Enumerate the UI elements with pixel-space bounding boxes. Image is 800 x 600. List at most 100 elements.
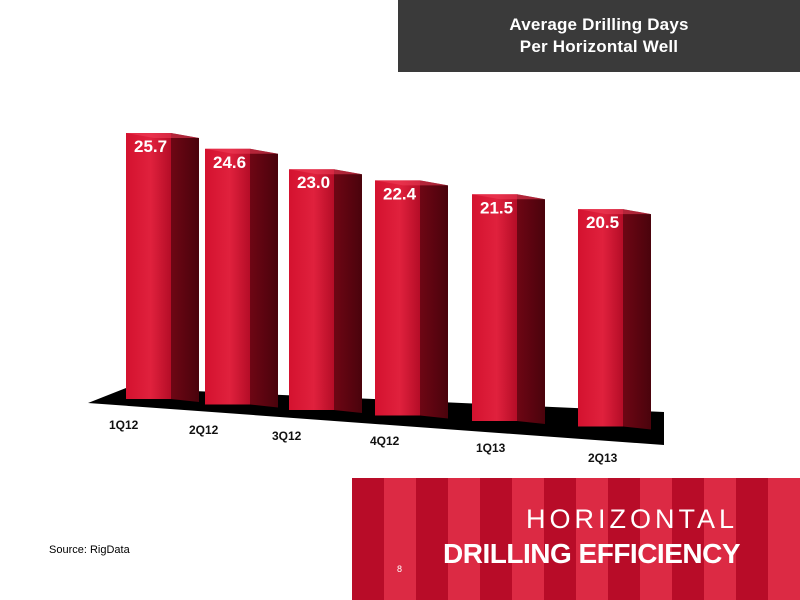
banner-tile	[448, 553, 480, 581]
data-label: 20.5	[586, 213, 619, 232]
banner-tile	[448, 478, 480, 506]
banner-tile	[544, 528, 576, 556]
bar-top	[375, 180, 448, 186]
banner-tile	[352, 478, 384, 506]
banner-tile	[768, 528, 800, 556]
bar-side	[623, 209, 651, 430]
banner-tile	[480, 478, 512, 506]
banner-tile	[640, 478, 672, 506]
banner-tile	[704, 528, 736, 556]
banner-tile	[416, 578, 448, 600]
banner-tile	[736, 578, 768, 600]
banner-tile	[544, 503, 576, 531]
banner-tile	[352, 528, 384, 556]
banner-tile	[512, 528, 544, 556]
data-label: 25.7	[134, 137, 167, 156]
banner-tile	[544, 478, 576, 506]
banner-tile	[608, 553, 640, 581]
banner-tile	[480, 503, 512, 531]
bar	[126, 133, 171, 399]
banner-tile	[512, 578, 544, 600]
bar-side	[517, 194, 545, 424]
bar-side	[171, 133, 199, 402]
banner-tile	[384, 553, 416, 581]
banner-tile	[704, 553, 736, 581]
banner-tile	[384, 503, 416, 531]
banner-tile	[704, 503, 736, 531]
bar	[578, 209, 623, 427]
data-label: 23.0	[297, 173, 330, 192]
bar-top	[472, 194, 545, 200]
source-note: Source: RigData	[49, 544, 130, 556]
bar-chart: 25.7 24.6 23.0 22.4 21.5 20.5 1Q12 2Q12 3Q12 4Q12…	[88, 133, 664, 465]
banner-tile	[736, 503, 768, 531]
x-tick-label: 1Q13	[476, 441, 506, 455]
chart-title-line1: Average Drilling Days	[509, 15, 689, 34]
bar	[472, 194, 517, 421]
banner-tile	[480, 578, 512, 600]
banner-tile	[448, 503, 480, 531]
x-tick-label: 4Q12	[370, 434, 400, 448]
banner-tile	[640, 503, 672, 531]
data-label: 21.5	[480, 198, 513, 217]
banner-tile	[576, 528, 608, 556]
bar	[289, 169, 334, 410]
banner-tile	[352, 553, 384, 581]
banner-tile	[768, 478, 800, 506]
banner-tile	[608, 528, 640, 556]
banner-tile	[448, 578, 480, 600]
banner-tile	[480, 528, 512, 556]
x-tick-label: 1Q12	[109, 418, 139, 432]
banner-tile	[640, 553, 672, 581]
x-tick-label: 3Q12	[272, 429, 302, 443]
bar-top	[205, 148, 278, 154]
banner-tile	[672, 478, 704, 506]
banner-tile	[608, 478, 640, 506]
bar-side	[250, 148, 278, 408]
banner-tile	[736, 478, 768, 506]
banner-tile	[544, 578, 576, 600]
banner-tile	[352, 503, 384, 531]
data-label: 24.6	[213, 153, 246, 172]
banner-tile	[416, 503, 448, 531]
banner-tile	[512, 478, 544, 506]
bar-side	[334, 169, 362, 413]
banner-tile	[608, 578, 640, 600]
banner-tile	[672, 503, 704, 531]
banner-tile	[704, 478, 736, 506]
banner-tile	[768, 553, 800, 581]
banner-tile	[576, 578, 608, 600]
banner-tile	[416, 553, 448, 581]
banner-tile	[416, 478, 448, 506]
banner-tile	[576, 478, 608, 506]
banner-tile	[640, 528, 672, 556]
banner-tile	[352, 578, 384, 600]
banner-tile	[608, 503, 640, 531]
banner-tile	[640, 578, 672, 600]
banner-tile	[512, 553, 544, 581]
banner-tile	[736, 528, 768, 556]
banner-tile	[576, 553, 608, 581]
section-banner: HORIZONTAL DRILLING EFFICIENCY 8	[352, 478, 800, 600]
banner-tile	[672, 528, 704, 556]
banner-tile	[416, 528, 448, 556]
bar-top	[578, 209, 651, 215]
bar-side	[420, 180, 448, 419]
banner-tile	[672, 553, 704, 581]
banner-tile	[544, 553, 576, 581]
banner-tile	[576, 503, 608, 531]
data-label: 22.4	[383, 184, 417, 203]
x-tick-label: 2Q12	[189, 423, 219, 437]
chart-title-line2: Per Horizontal Well	[519, 37, 679, 56]
banner-tile	[384, 528, 416, 556]
banner-tile	[768, 578, 800, 600]
banner-tile	[768, 503, 800, 531]
banner-tile	[736, 553, 768, 581]
banner-title-line1: HORIZONTAL	[525, 504, 738, 534]
banner-tile	[512, 503, 544, 531]
bar	[375, 180, 420, 416]
banner-tile	[480, 553, 512, 581]
banner-title-line2: DRILLING EFFICIENCY	[443, 538, 740, 569]
bar	[205, 148, 250, 405]
banner-tile	[384, 578, 416, 600]
